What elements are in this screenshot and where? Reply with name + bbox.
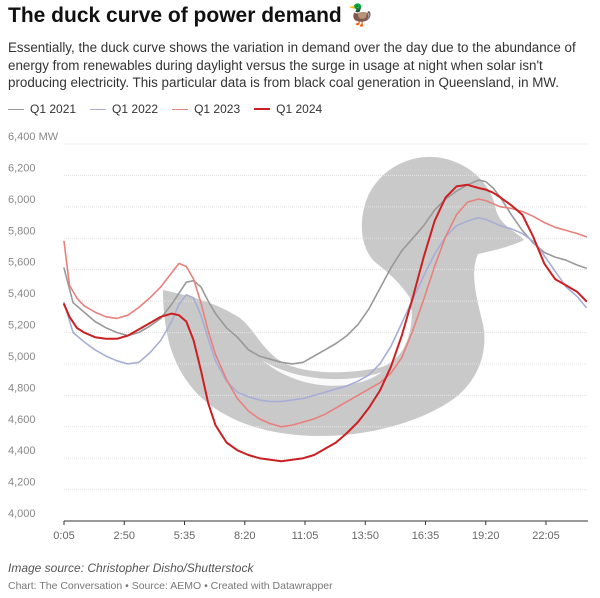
x-tick-label: 19:20 <box>472 530 500 542</box>
y-tick-label: 4,200 <box>8 477 36 489</box>
legend-item: Q1 2021 <box>8 102 76 116</box>
x-tick-label: 16:35 <box>412 530 440 542</box>
legend-swatch <box>90 108 107 110</box>
x-tick-label: 2:50 <box>114 530 135 542</box>
chart-subtitle: Essentially, the duck curve shows the va… <box>8 40 576 90</box>
x-tick-label: 0:05 <box>53 530 74 542</box>
y-tick-label: 4,000 <box>8 508 36 520</box>
y-tick-label: 5,800 <box>8 225 36 237</box>
legend-label: Q1 2022 <box>112 102 159 116</box>
legend-item: Q1 2022 <box>90 102 158 116</box>
series-line-q1-2024 <box>63 183 588 463</box>
x-tick-label: 13:50 <box>351 530 379 542</box>
legend-item: Q1 2024 <box>254 102 322 116</box>
chart-footer: Chart: The Conversation • Source: AEMO •… <box>8 580 333 592</box>
series-lines <box>63 179 588 463</box>
legend-item: Q1 2023 <box>172 102 240 116</box>
legend-swatch <box>254 108 271 110</box>
legend-swatch <box>8 108 24 110</box>
duck-body <box>163 156 524 436</box>
x-tick-label: 22:05 <box>532 530 560 542</box>
series-line-q1-2022 <box>63 217 588 403</box>
duck-silhouette <box>163 156 524 436</box>
y-tick-label: 4,600 <box>8 414 36 426</box>
y-tick-label: 5,600 <box>8 257 36 269</box>
series-line-q1-2021 <box>63 179 588 365</box>
y-tick-label: 6,400 MW <box>8 131 59 143</box>
x-tick-label: 8:20 <box>234 530 255 542</box>
series-line-q1-2023 <box>63 198 588 428</box>
y-tick-label: 5,400 <box>8 288 36 300</box>
image-credit: Image source: Christopher Disho/Shutters… <box>8 561 254 575</box>
y-axis-ticks: 4,000 4,200 4,400 4,600 4,800 5,000 5,200 5,400… <box>8 131 59 520</box>
y-tick-label: 6,000 <box>8 194 36 206</box>
x-tick-label: 11:05 <box>292 530 319 542</box>
x-axis-ticks: 0:05 2:50 5:35 8:20 11:05 13:50 16:35 19:20 22:0… <box>53 521 560 542</box>
chart-legend: Q1 2021 Q1 2022 Q1 2023 Q1 2024 <box>8 102 322 116</box>
y-tick-label: 4,400 <box>8 445 36 457</box>
y-tick-label: 4,800 <box>8 382 36 394</box>
legend-swatch <box>172 108 189 110</box>
legend-label: Q1 2023 <box>194 102 241 116</box>
grid-lines <box>64 143 588 522</box>
y-tick-label: 5,200 <box>8 320 36 332</box>
duck-wing-highlight <box>262 360 382 386</box>
y-tick-label: 5,000 <box>8 351 36 363</box>
legend-label: Q1 2024 <box>276 102 323 116</box>
chart-title: The duck curve of power demand 🦆 <box>8 4 374 27</box>
legend-label: Q1 2021 <box>30 102 77 116</box>
y-tick-label: 6,200 <box>8 162 36 174</box>
x-tick-label: 5:35 <box>174 530 195 542</box>
